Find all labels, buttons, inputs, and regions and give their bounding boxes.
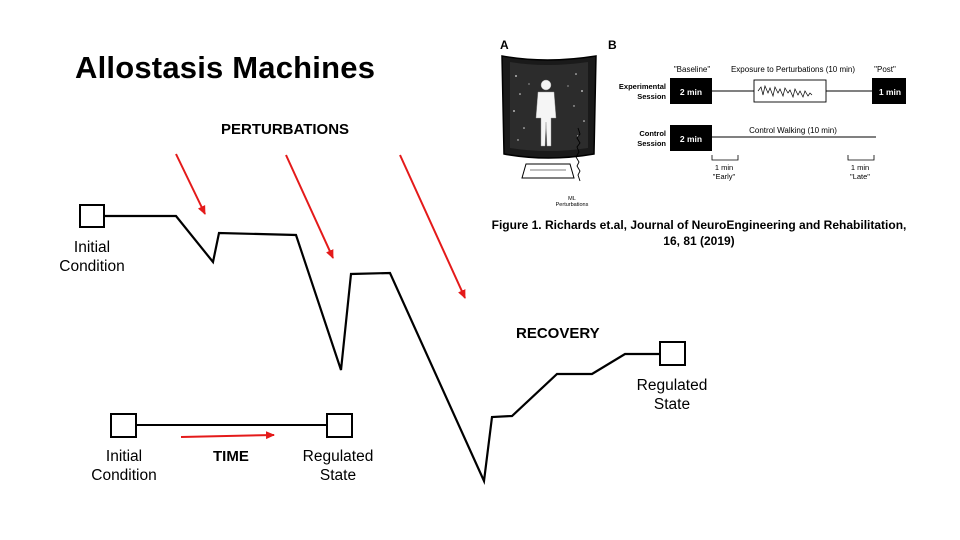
control-session-label: Control Session: [637, 129, 666, 148]
regulated-state-box-bottom: [326, 413, 353, 438]
initial-condition-label-bottom: Initial Condition: [91, 448, 157, 484]
ml-perturbations-label: ML Perturbations: [556, 196, 589, 208]
perturbation-arrow-2: [285, 154, 334, 259]
regulated-state-label-bottom: Regulated State: [302, 448, 374, 484]
initial-condition-box: [79, 204, 105, 228]
time-label: TIME: [213, 448, 249, 465]
recovery-label: RECOVERY: [516, 325, 600, 342]
perturbations-label: PERTURBATIONS: [221, 121, 350, 138]
baseline-label: "Baseline": [674, 65, 711, 74]
time-arrow: [180, 431, 275, 440]
late-tick-label: 1 min: [851, 163, 869, 172]
perturbation-arrow-3: [399, 154, 466, 299]
late-label: "Late": [850, 172, 870, 181]
post-block: [872, 78, 906, 104]
vr-treadmill-illustration: [501, 55, 597, 182]
initial-condition-box-bottom: [110, 413, 137, 438]
early-label: "Early": [713, 172, 736, 181]
figure-caption: Figure 1. Richards et.al, Journal of Neu…: [491, 218, 907, 248]
control-walking-label: Control Walking (10 min): [749, 126, 837, 135]
reference-figure: A B ML Perturbations "Baseline" Exposure …: [500, 38, 906, 208]
control-baseline-duration: 2 min: [680, 134, 702, 144]
early-tick-label: 1 min: [715, 163, 733, 172]
control-baseline-block: [670, 125, 712, 151]
slide-title: Allostasis Machines: [75, 50, 376, 85]
perturbation-block: [753, 79, 827, 103]
regulated-state-label: Regulated State: [636, 377, 708, 413]
regulated-state-box: [659, 341, 686, 366]
baseline-block: [670, 78, 712, 104]
perturbation-arrow-1: [175, 153, 206, 215]
baseline-duration: 2 min: [680, 87, 702, 97]
post-duration: 1 min: [879, 87, 901, 97]
allostasis-trajectory: [104, 214, 660, 486]
panel-a-letter: A: [500, 38, 509, 52]
panel-b-letter: B: [608, 38, 617, 52]
post-label: "Post": [874, 65, 896, 74]
initial-condition-label: Initial Condition: [59, 239, 125, 275]
exposure-label: Exposure to Perturbations (10 min): [731, 65, 855, 74]
experimental-session-label: Experimental Session: [619, 82, 667, 101]
